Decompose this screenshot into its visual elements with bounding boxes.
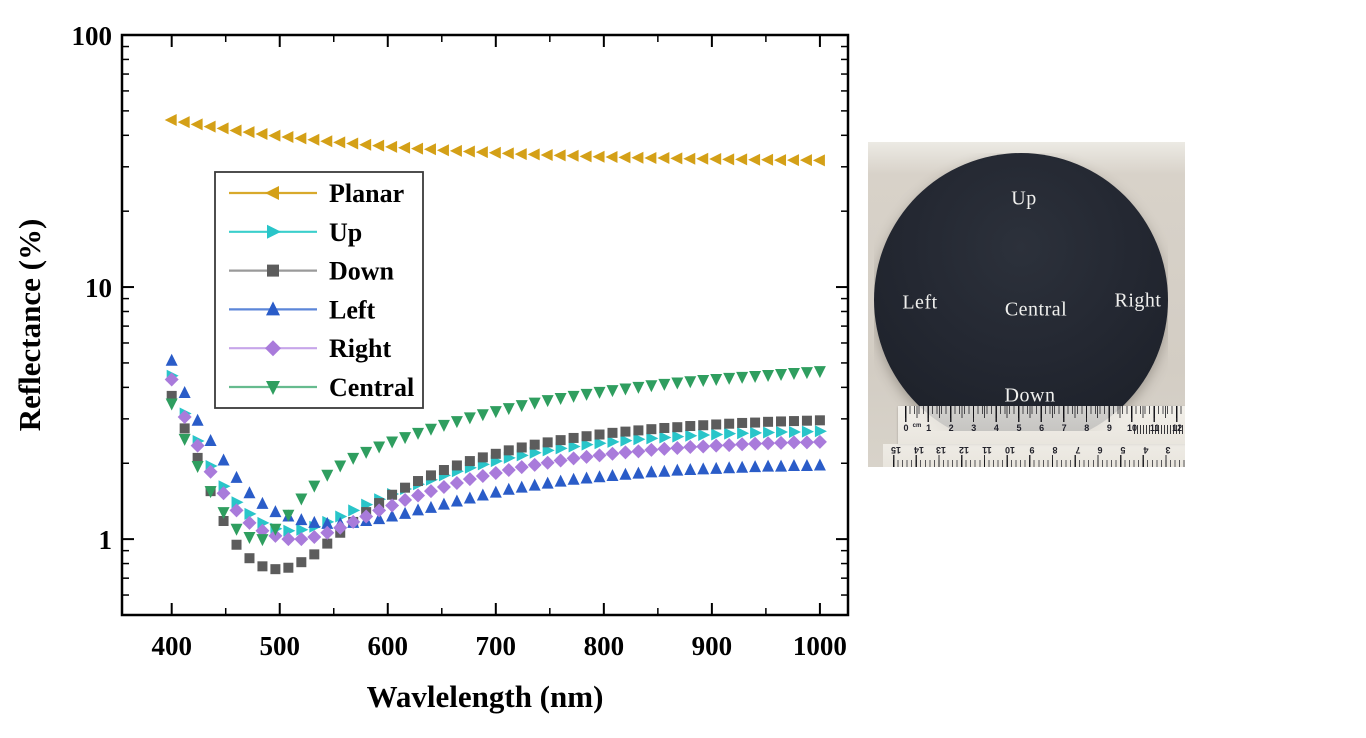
ruler2-cm-ticks — [893, 455, 1185, 467]
wafer-label-central: Central — [1004, 298, 1068, 321]
y-axis-title: Reflectance (%) — [12, 219, 47, 432]
y-tick-label: 100 — [72, 21, 113, 51]
ruler-cm: 0 cm 1 2 3 4 5 6 7 8 9 10 11 12 — [898, 406, 1185, 444]
series-central — [165, 366, 826, 547]
ruler-number: cm — [912, 423, 922, 429]
ruler-number: 0 — [903, 423, 909, 433]
ruler-number: 2 — [948, 423, 954, 433]
legend-label: Right — [329, 334, 391, 363]
series-planar — [164, 114, 825, 167]
legend-item-down: Down — [229, 257, 395, 286]
ruler2-number: 3 — [1165, 445, 1171, 455]
ruler-number: 5 — [1016, 423, 1022, 433]
wafer-label-right: Right — [1114, 289, 1162, 312]
x-tick-label: 600 — [368, 631, 409, 661]
x-axis-title: Wavlelength (nm) — [367, 679, 604, 714]
wafer-photo: Up Left Central Right Down 0 cm 1 2 3 4 5 6 7 8 9 1… — [868, 142, 1185, 467]
ruler-number: 6 — [1039, 423, 1045, 433]
legend-item-right: Right — [229, 334, 391, 363]
ruler2-number: 4 — [1143, 445, 1149, 455]
legend-label: Left — [329, 295, 376, 324]
ruler-number: 3 — [971, 423, 977, 433]
legend-label: Up — [329, 218, 362, 247]
ruler2-number: 9 — [1029, 445, 1035, 455]
ruler2-number: 8 — [1052, 445, 1058, 455]
ruler2-number: 11 — [982, 445, 992, 455]
ruler2-number: 14 — [913, 445, 924, 455]
series-right — [164, 372, 827, 547]
reflectance-chart: 400 500 600 700 800 900 1000 1 10 100 Wavlelength … — [12, 21, 850, 714]
series-down — [166, 390, 825, 575]
ruler2-number: 6 — [1097, 445, 1103, 455]
x-tick-label: 900 — [692, 631, 733, 661]
ruler-number: 12 — [1172, 423, 1183, 433]
ruler-inverted: 15 14 13 12 11 10 9 8 7 6 5 4 3 — [883, 444, 1185, 467]
axis-ticks — [122, 34, 848, 615]
ruler-number: 10 — [1126, 423, 1138, 433]
y-tick-label: 10 — [85, 273, 112, 303]
ruler-cm-ticks — [905, 406, 1185, 422]
wafer-label-left: Left — [902, 291, 938, 314]
legend-item-left: Left — [229, 295, 376, 324]
x-tick-label: 800 — [584, 631, 625, 661]
x-tick-label: 500 — [259, 631, 300, 661]
legend-label: Planar — [329, 179, 404, 208]
legend-label: Central — [329, 373, 414, 402]
ruler2-number: 10 — [1004, 445, 1015, 455]
plot-frame — [120, 33, 850, 617]
wafer-label-up: Up — [1011, 187, 1037, 210]
wafer-label-down: Down — [1004, 384, 1056, 407]
y-tick-label: 1 — [99, 525, 113, 555]
legend-item-central: Central — [229, 373, 414, 402]
ruler-number: 9 — [1106, 423, 1112, 433]
wafer-disc: Up Left Central Right Down — [874, 153, 1168, 431]
legend: Planar Up Down Left Right Central — [214, 171, 424, 409]
ruler2-number: 12 — [959, 445, 970, 455]
ruler2-number: 7 — [1075, 445, 1081, 455]
ruler2-number: 13 — [936, 445, 947, 455]
x-tick-label: 400 — [151, 631, 192, 661]
ruler2-number: 15 — [890, 445, 902, 455]
ruler-number: 1 — [926, 423, 932, 433]
legend-item-up: Up — [229, 218, 362, 247]
ruler-number: 8 — [1084, 423, 1090, 433]
ruler-number: 11 — [1149, 423, 1160, 433]
legend-label: Down — [329, 257, 395, 286]
x-tick-label: 1000 — [793, 631, 847, 661]
x-tick-label: 700 — [476, 631, 517, 661]
ruler-number: 7 — [1061, 423, 1067, 433]
ruler-barcode — [1134, 425, 1185, 434]
ruler-number: 4 — [993, 423, 999, 433]
ruler2-number: 5 — [1120, 445, 1126, 455]
legend-item-planar: Planar — [229, 179, 404, 208]
